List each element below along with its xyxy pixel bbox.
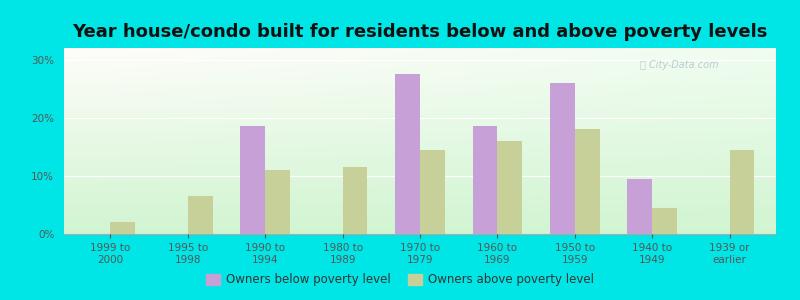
Text: ⓘ City-Data.com: ⓘ City-Data.com <box>640 60 718 70</box>
Bar <box>473 127 498 234</box>
Bar <box>627 179 652 234</box>
Legend: Owners below poverty level, Owners above poverty level: Owners below poverty level, Owners above… <box>201 269 599 291</box>
Bar <box>652 208 677 234</box>
Bar <box>550 83 574 234</box>
Bar <box>266 170 290 234</box>
Bar <box>498 141 522 234</box>
Bar <box>730 150 754 234</box>
Bar <box>395 74 420 234</box>
Bar <box>420 150 445 234</box>
Title: Year house/condo built for residents below and above poverty levels: Year house/condo built for residents bel… <box>72 23 768 41</box>
Bar <box>241 127 266 234</box>
Bar <box>342 167 367 234</box>
Bar <box>574 129 599 234</box>
Bar <box>110 222 135 234</box>
Bar <box>188 196 213 234</box>
